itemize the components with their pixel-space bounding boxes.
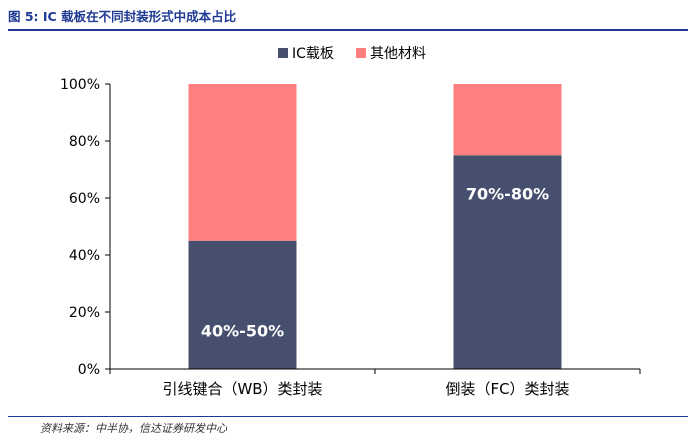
bar-segment-other-materials bbox=[453, 84, 562, 156]
footer-rule bbox=[8, 416, 688, 417]
x-category-label: 倒装（FC）类封装 bbox=[445, 380, 569, 398]
data-label: 40%-50% bbox=[201, 322, 284, 341]
legend-label: IC载板 bbox=[292, 46, 334, 62]
stacked-bar-chart: IC载板 其他材料 0% 20% 40% 60% 80% 100% 40%-50% 70%-8… bbox=[60, 46, 641, 398]
bar-segment-ic-substrate bbox=[188, 240, 297, 369]
y-tick-label: 20% bbox=[69, 305, 100, 321]
legend-swatch bbox=[356, 48, 366, 58]
bar-segment-ic-substrate bbox=[453, 155, 562, 369]
bar-segment-other-materials bbox=[188, 84, 297, 241]
source-note: 资料来源：中半协，信达证券研发中心 bbox=[40, 422, 227, 435]
y-axis: 0% 20% 40% 60% 80% 100% bbox=[60, 77, 111, 378]
y-tick-label: 80% bbox=[69, 134, 100, 150]
figure-title: 图 5: IC 载板在不同封装形式中成本占比 bbox=[8, 9, 237, 24]
data-label: 70%-80% bbox=[466, 185, 549, 204]
y-tick-label: 0% bbox=[78, 362, 100, 378]
legend-swatch bbox=[278, 48, 288, 58]
y-tick-label: 60% bbox=[69, 191, 100, 207]
x-axis: 引线键合（WB）类封装 倒装（FC）类封装 bbox=[109, 368, 641, 398]
legend-label: 其他材料 bbox=[370, 46, 426, 62]
title-rule bbox=[8, 29, 688, 31]
y-tick-label: 40% bbox=[69, 248, 100, 264]
bars: 40%-50% 70%-80% bbox=[188, 84, 562, 369]
y-tick-label: 100% bbox=[60, 77, 100, 93]
x-category-label: 引线键合（WB）类封装 bbox=[162, 380, 322, 398]
legend: IC载板 其他材料 bbox=[278, 46, 426, 62]
